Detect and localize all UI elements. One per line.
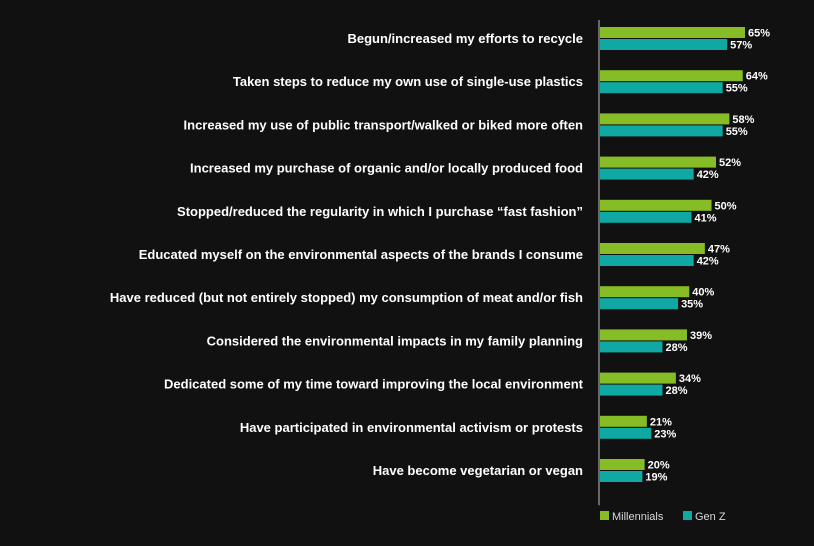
category-label: Have become vegetarian or vegan: [373, 463, 583, 478]
category-labels: Begun/increased my efforts to recycle Tak…: [110, 31, 584, 478]
bar-millennials: [600, 199, 712, 211]
category-label: Increased my use of public transport/wal…: [184, 117, 584, 132]
legend-label-millennials: Millennials: [612, 511, 664, 523]
bar-millennials: [600, 459, 645, 470]
category-label: Educated myself on the environmental asp…: [139, 247, 583, 262]
bar-gen-z: [600, 384, 663, 396]
value-label: 64%: [746, 71, 768, 83]
value-label: 23%: [654, 428, 676, 440]
bar-millennials: [600, 372, 676, 384]
bar-millennials: [600, 156, 716, 168]
legend-swatch-millennials: [600, 511, 609, 520]
category-label: Begun/increased my efforts to recycle: [347, 31, 583, 46]
bars: [600, 27, 745, 482]
value-label: 35%: [681, 299, 703, 311]
bar-millennials: [600, 329, 687, 341]
value-label: 42%: [697, 256, 719, 268]
value-label: 55%: [726, 126, 748, 138]
legend-swatch-gen-z: [683, 511, 692, 520]
legend: Millennials Gen Z: [600, 511, 726, 523]
bar-gen-z: [600, 125, 723, 137]
bar-gen-z: [600, 39, 728, 50]
value-label: 20%: [648, 460, 670, 472]
value-label: 58%: [732, 114, 754, 126]
bar-millennials: [600, 27, 745, 38]
bar-gen-z: [600, 255, 694, 266]
bar-gen-z: [600, 427, 652, 439]
bar-gen-z: [600, 341, 663, 353]
value-label: 42%: [697, 169, 719, 181]
value-label: 40%: [692, 287, 714, 299]
value-label: 28%: [665, 385, 687, 397]
value-label: 57%: [730, 40, 752, 52]
value-labels: 65%57%64%55%58%55%52%42%50%41%47%42%40%3…: [645, 28, 770, 484]
value-label: 19%: [645, 472, 667, 484]
bar-millennials: [600, 415, 647, 427]
bar-gen-z: [600, 211, 692, 223]
category-label: Considered the environmental impacts in …: [207, 333, 583, 348]
value-label: 47%: [708, 244, 730, 256]
bar-gen-z: [600, 298, 679, 310]
value-label: 41%: [694, 212, 716, 224]
bar-gen-z: [600, 168, 694, 180]
value-label: 34%: [679, 373, 701, 385]
category-label: Increased my purchase of organic and/or …: [190, 161, 583, 176]
category-label: Stopped/reduced the regularity in which …: [177, 204, 583, 219]
bar-gen-z: [600, 82, 723, 94]
category-label: Have reduced (but not entirely stopped) …: [110, 290, 583, 305]
category-label: Dedicated some of my time toward improvi…: [164, 377, 584, 392]
bar-millennials: [600, 243, 705, 254]
bar-millennials: [600, 113, 730, 125]
bar-gen-z: [600, 471, 643, 482]
value-label: 52%: [719, 157, 741, 169]
legend-label-gen-z: Gen Z: [695, 511, 726, 523]
bar-millennials: [600, 70, 743, 82]
category-label: Have participated in environmental activ…: [240, 420, 583, 435]
value-label: 65%: [748, 28, 770, 40]
value-label: 28%: [665, 342, 687, 354]
value-label: 21%: [650, 416, 672, 428]
value-label: 50%: [715, 200, 737, 212]
category-label: Taken steps to reduce my own use of sing…: [233, 74, 583, 89]
value-label: 39%: [690, 330, 712, 342]
value-label: 55%: [726, 83, 748, 95]
bar-millennials: [600, 286, 690, 298]
